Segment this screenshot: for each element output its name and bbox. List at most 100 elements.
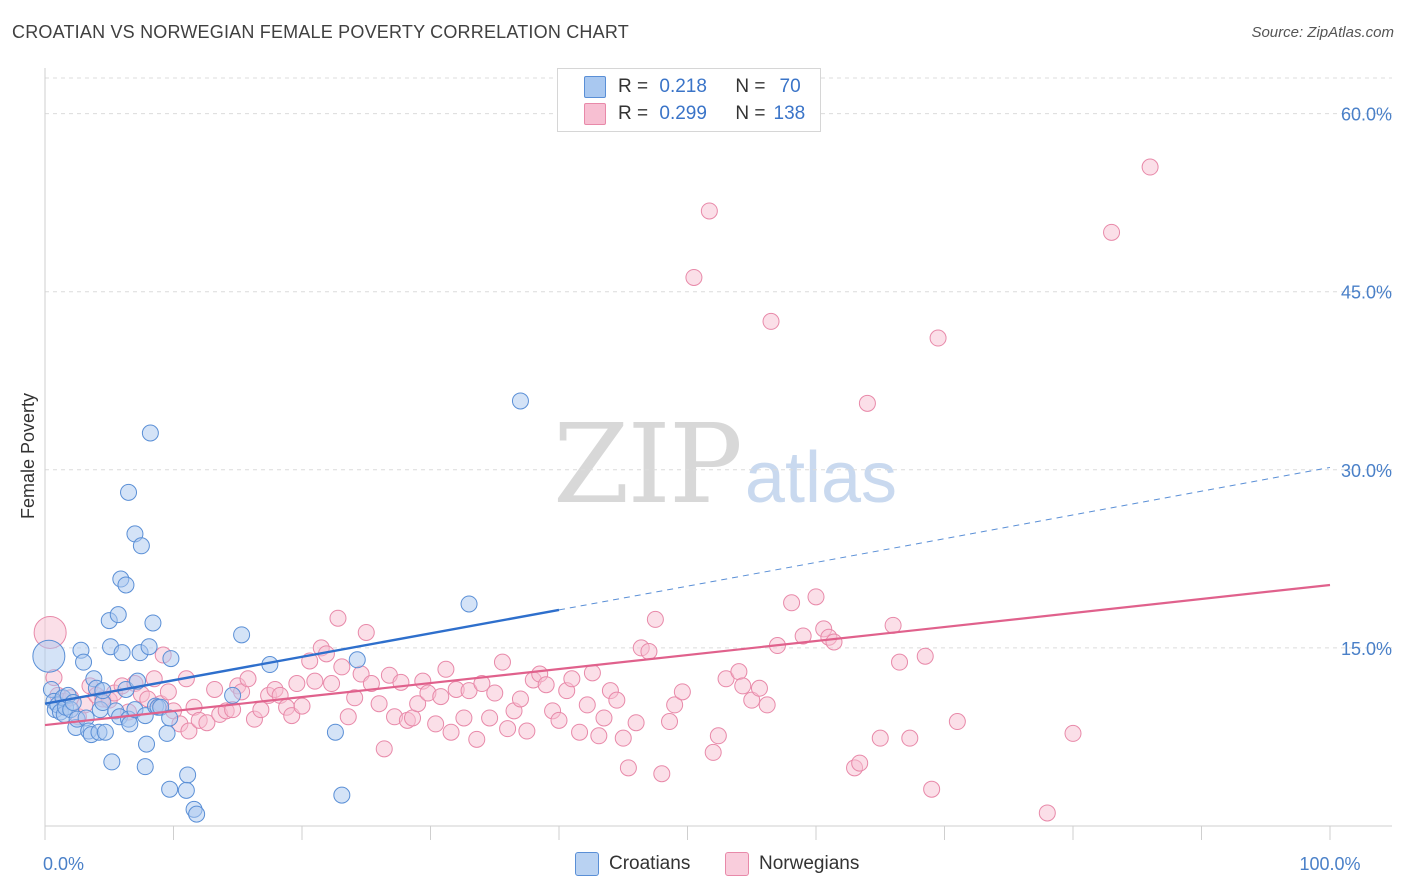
norwegians-point xyxy=(709,727,727,745)
norwegians-point xyxy=(339,708,357,726)
norwegians-point xyxy=(1103,223,1121,241)
norwegians-point xyxy=(807,588,825,606)
chart-title: CROATIAN VS NORWEGIAN FEMALE POVERTY COR… xyxy=(12,22,629,42)
norwegians-point xyxy=(252,701,270,719)
y-tick-label: 60.0% xyxy=(1341,105,1392,125)
norwegians-point xyxy=(437,660,455,678)
y-axis-label: Female Poverty xyxy=(18,393,38,519)
croatians-point xyxy=(32,639,66,673)
norwegians-point xyxy=(858,394,876,412)
norwegians-point xyxy=(460,682,478,700)
norwegians-point xyxy=(511,690,529,708)
norwegians-point xyxy=(730,663,748,681)
norwegians-point xyxy=(653,765,671,783)
norwegians-point xyxy=(871,729,889,747)
norwegians-point xyxy=(762,312,780,330)
norwegians-points xyxy=(33,158,1159,822)
norwegians-point xyxy=(608,691,626,709)
croatians-point xyxy=(233,626,251,644)
norwegians-point xyxy=(432,688,450,706)
croatians-point xyxy=(460,595,478,613)
legend-r-value: 0.218 xyxy=(659,76,707,97)
croatians-point xyxy=(117,576,135,594)
norwegians-point xyxy=(1038,804,1056,822)
legend-r-value: 0.299 xyxy=(659,103,707,124)
legend-swatch-blue xyxy=(584,76,606,98)
croatians-point xyxy=(109,606,127,624)
bottom-legend-swatch-blue xyxy=(575,852,599,876)
norwegians-point xyxy=(329,609,347,627)
norwegians-point xyxy=(851,754,869,772)
norwegians-point xyxy=(427,715,445,733)
croatians-point xyxy=(161,709,179,727)
norwegians-point xyxy=(206,680,224,698)
x-tick-label: 100.0% xyxy=(1299,854,1360,874)
norwegians-point xyxy=(916,647,934,665)
legend-row-norwegians: R = 0.299 N = 138 xyxy=(584,102,805,126)
bottom-legend-croatians: Croatians xyxy=(575,852,690,876)
norwegians-point xyxy=(293,697,311,715)
legend-r-label: R = xyxy=(618,76,649,97)
norwegians-point xyxy=(673,683,691,701)
norwegians-point xyxy=(640,642,658,660)
legend-n-label: N = xyxy=(735,76,766,97)
norwegians-point xyxy=(486,684,504,702)
norwegians-point xyxy=(794,627,812,645)
bottom-legend-swatch-pink xyxy=(725,852,749,876)
norwegians-point xyxy=(583,664,601,682)
source-label: Source: ZipAtlas.com xyxy=(1251,24,1394,41)
bottom-legend-norwegians: Norwegians xyxy=(725,852,859,876)
croatians-point xyxy=(179,766,197,784)
norwegians-point xyxy=(468,730,486,748)
x-tick-label: 0.0% xyxy=(43,854,84,874)
norwegians-point xyxy=(198,714,216,732)
norwegians-point xyxy=(404,709,422,727)
norwegians-point xyxy=(571,723,589,741)
croatians-trend-extension xyxy=(558,466,1331,611)
croatians-trend-line xyxy=(44,608,560,705)
norwegians-point xyxy=(717,670,735,688)
norwegians-point xyxy=(948,713,966,731)
norwegians-point xyxy=(473,675,491,693)
croatians-point xyxy=(132,537,150,555)
norwegians-point xyxy=(661,713,679,731)
norwegians-point xyxy=(375,740,393,758)
croatians-point xyxy=(224,686,242,704)
croatians-point xyxy=(162,650,180,668)
croatians-point xyxy=(326,723,344,741)
norwegians-point xyxy=(646,610,664,628)
norwegians-point xyxy=(323,675,341,693)
norwegians-point xyxy=(288,675,306,693)
norwegians-point xyxy=(743,691,761,709)
tick-labels: 15.0% 30.0% 45.0% 60.0% 0.0% 100.0% xyxy=(43,105,1392,874)
norwegians-point xyxy=(537,676,555,694)
norwegians-point xyxy=(750,679,768,697)
croatians-point xyxy=(348,651,366,669)
watermark-atlas: atlas xyxy=(744,438,897,518)
norwegians-point xyxy=(825,633,843,651)
croatians-point xyxy=(144,614,162,632)
norwegians-point xyxy=(370,695,388,713)
norwegians-point xyxy=(493,653,511,671)
norwegians-point xyxy=(666,696,684,714)
norwegians-point xyxy=(627,714,645,732)
croatians-point xyxy=(136,758,154,776)
norwegians-point xyxy=(929,329,947,347)
legend-n-value: 70 xyxy=(779,76,801,97)
norwegians-point xyxy=(409,695,427,713)
bottom-legend-label-croatians: Croatians xyxy=(609,853,691,874)
norwegians-trend-line xyxy=(44,583,1331,727)
y-tick-label: 30.0% xyxy=(1341,461,1392,481)
norwegians-point xyxy=(595,709,613,727)
watermark-zip: ZIP xyxy=(553,400,743,528)
norwegians-point xyxy=(734,677,752,695)
watermark: ZIPatlas xyxy=(553,400,897,528)
norwegians-point xyxy=(614,729,632,747)
croatians-point xyxy=(161,780,179,798)
croatians-point xyxy=(158,724,176,742)
croatians-point xyxy=(103,753,121,771)
norwegians-point xyxy=(362,675,380,693)
legend-r-label: R = xyxy=(618,103,649,124)
croatians-point xyxy=(141,424,159,442)
croatians-point xyxy=(121,715,139,733)
